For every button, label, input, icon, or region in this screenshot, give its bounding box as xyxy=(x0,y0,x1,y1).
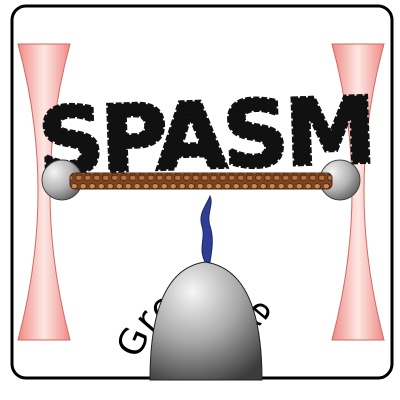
actin-filament xyxy=(69,172,333,190)
myosin-motor xyxy=(200,194,213,263)
right-laser-beam xyxy=(331,43,385,341)
left-laser-beam xyxy=(17,43,71,341)
